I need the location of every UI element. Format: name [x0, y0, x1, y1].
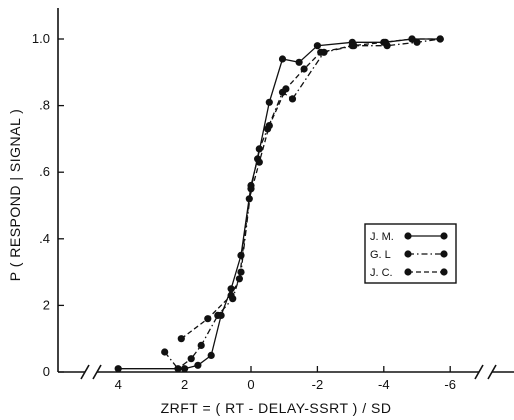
series-layer: [114, 35, 444, 373]
data-point: [237, 268, 245, 276]
legend-label: J. C.: [370, 267, 393, 279]
legend-marker: [440, 268, 448, 276]
legend-marker: [404, 232, 412, 240]
data-point: [207, 351, 215, 359]
series-2: [161, 35, 444, 373]
data-point: [313, 42, 321, 50]
x-axis-break-left: [80, 364, 102, 380]
legend-label: G. L: [370, 249, 391, 261]
data-point: [317, 48, 325, 56]
y-tick-label: .4: [39, 231, 50, 246]
data-point: [255, 158, 263, 166]
legend-item: J. C.: [370, 267, 448, 279]
data-point: [227, 285, 235, 293]
x-tick-label: 4: [115, 377, 122, 392]
data-point: [265, 122, 273, 130]
y-axis-title: P ( RESPOND | SIGNAL ): [7, 109, 23, 282]
x-tick-label: -4: [378, 377, 390, 392]
data-point: [255, 145, 263, 153]
data-point: [214, 311, 222, 319]
data-point: [177, 335, 185, 343]
data-point: [245, 195, 253, 203]
data-point: [408, 35, 416, 43]
series-line: [118, 38, 441, 370]
data-point: [174, 365, 182, 373]
y-tick-label: 0: [43, 364, 50, 379]
data-point: [194, 361, 202, 369]
data-point: [278, 55, 287, 63]
data-point: [114, 365, 122, 373]
data-point: [300, 65, 308, 73]
legend-marker: [404, 250, 412, 258]
x-ticks: 4 2 0 -2 -4 -6: [115, 366, 456, 392]
y-tick-label: .6: [39, 164, 50, 179]
legend-marker: [404, 268, 412, 276]
data-point: [187, 355, 195, 363]
y-tick-label: 1.0: [32, 31, 50, 46]
legend-marker: [440, 250, 448, 258]
axes: [57, 8, 514, 380]
x-tick-label: -6: [444, 377, 456, 392]
x-axis-title: ZRFT = ( RT - DELAY-SSRT ) / SD: [161, 400, 392, 416]
series-line: [164, 38, 441, 370]
series-3: [177, 35, 444, 343]
data-point: [204, 315, 212, 323]
series-line: [180, 38, 441, 340]
y-tick-label: .8: [39, 98, 50, 113]
series-1: [114, 35, 444, 373]
data-point: [227, 291, 235, 299]
data-point: [235, 275, 243, 283]
legend-item: J. M.: [370, 231, 448, 243]
data-point: [348, 42, 356, 50]
data-point: [161, 348, 169, 356]
y-ticks: 0 2 .4 .6 .8 1.0: [32, 31, 64, 379]
legend-item: G. L: [370, 249, 448, 261]
data-point: [295, 58, 303, 66]
data-point: [265, 98, 273, 106]
x-tick-label: -2: [312, 377, 324, 392]
data-point: [380, 38, 388, 46]
data-point: [436, 35, 444, 43]
x-tick-label: 0: [247, 377, 254, 392]
data-point: [197, 341, 205, 349]
legend-label: J. M.: [370, 231, 394, 243]
data-point: [282, 85, 290, 93]
data-point: [181, 365, 189, 373]
x-axis-break-right: [474, 364, 497, 380]
x-tick-label: 2: [181, 377, 188, 392]
legend-marker: [440, 232, 448, 240]
data-point: [288, 95, 297, 103]
y-tick-label: 2: [43, 297, 50, 312]
legend: J. M. G. L J. C.: [364, 223, 457, 284]
